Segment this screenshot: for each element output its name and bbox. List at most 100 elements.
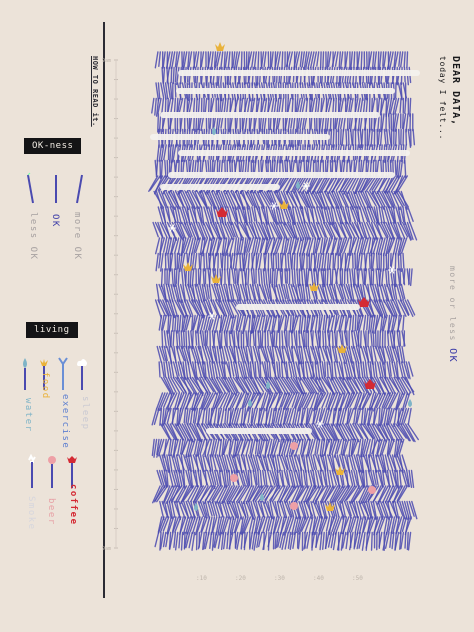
ok-stroke: [163, 144, 167, 161]
beer-mark: [290, 442, 298, 450]
ok-stroke: [270, 237, 278, 254]
ok-stroke: [306, 268, 310, 287]
ok-stroke: [307, 438, 314, 457]
ok-stroke: [181, 206, 188, 224]
ok-stroke: [162, 66, 166, 84]
ok-stroke: [211, 361, 215, 378]
ok-stroke: [394, 128, 398, 147]
ok-stroke: [262, 454, 268, 471]
ok-stroke: [174, 531, 179, 551]
ok-stroke: [353, 500, 359, 519]
ok-stroke: [209, 237, 216, 257]
ok-stroke: [171, 314, 175, 332]
ok-stroke: [214, 531, 220, 549]
ok-stroke: [207, 206, 214, 223]
x-tick-label: :50: [352, 575, 363, 582]
ok-stroke: [259, 345, 267, 362]
ok-stroke: [231, 407, 237, 425]
ok-stroke: [273, 97, 277, 114]
ok-stroke: [244, 190, 254, 207]
ok-stroke: [281, 330, 284, 350]
ok-stroke: [296, 407, 302, 427]
ok-stroke: [155, 97, 160, 117]
ok-stroke: [256, 190, 265, 208]
ok-stroke: [366, 423, 376, 439]
ok-stroke: [310, 500, 316, 519]
ok-stroke: [360, 237, 367, 255]
ok-stroke: [260, 221, 269, 241]
ok-stroke: [275, 330, 278, 349]
ok-stroke: [363, 237, 369, 255]
ok-stroke: [398, 438, 405, 455]
ok-stroke: [168, 361, 172, 378]
ok-stroke: [334, 221, 342, 240]
ok-stroke: [198, 206, 203, 224]
ok-stroke: [387, 392, 396, 410]
ok-stroke: [187, 361, 192, 380]
ok-stroke: [380, 206, 386, 224]
ok-stroke: [316, 283, 324, 303]
ok-stroke: [292, 361, 298, 380]
ok-stroke: [378, 516, 386, 534]
ok-stroke: [319, 531, 323, 551]
ok-stroke: [245, 454, 252, 474]
ok-stroke: [252, 485, 262, 502]
ok-stroke: [208, 283, 213, 303]
ok-stroke: [357, 361, 361, 379]
ok-stroke: [204, 500, 211, 520]
ok-stroke: [322, 221, 333, 240]
ok-stroke: [352, 485, 365, 502]
ok-stroke: [389, 469, 395, 488]
y-tick-label: 9am: [102, 546, 111, 552]
ok-stroke: [158, 144, 163, 162]
ok-stroke: [279, 268, 283, 285]
ok-stroke: [280, 392, 288, 408]
ok-stroke: [305, 314, 309, 332]
ok-stroke: [177, 283, 183, 304]
ok-stroke: [259, 500, 265, 519]
ok-stroke: [203, 206, 210, 224]
ok-stroke: [176, 221, 185, 239]
ok-stroke: [303, 500, 310, 518]
ok-stroke: [340, 237, 348, 254]
ok-stroke: [261, 330, 264, 348]
ok-stroke: [358, 485, 368, 503]
ok-stroke: [251, 97, 256, 114]
ok-stroke: [194, 485, 207, 504]
ok-stroke: [307, 283, 311, 300]
ok-stroke: [365, 221, 376, 241]
ok-stroke: [314, 485, 327, 502]
ok-stroke: [371, 252, 375, 272]
ok-stroke: [318, 423, 331, 443]
ok-stroke: [384, 345, 391, 362]
ok-stroke: [198, 190, 207, 207]
ok-stroke: [244, 376, 256, 395]
ok-stroke: [307, 500, 313, 520]
ok-stroke: [165, 376, 175, 396]
ok-stroke: [226, 345, 233, 364]
ok-stroke: [210, 438, 215, 458]
ok-stroke: [382, 314, 388, 332]
ok-stroke: [368, 268, 372, 285]
ok-stroke: [189, 438, 196, 457]
ok-stroke: [221, 438, 225, 457]
ok-stroke: [194, 469, 199, 488]
ok-stroke: [312, 454, 318, 471]
ok-stroke: [181, 51, 186, 71]
ok-stroke: [390, 206, 396, 223]
ok-stroke: [172, 144, 177, 163]
ok-stroke: [303, 531, 309, 550]
ok-stroke: [151, 97, 155, 114]
ok-stroke: [314, 345, 322, 364]
ok-stroke: [213, 190, 223, 210]
ok-stroke: [328, 330, 331, 347]
ok-stroke: [221, 314, 228, 332]
ok-stroke: [233, 454, 239, 473]
ok-stroke: [334, 516, 343, 535]
ok-stroke: [242, 361, 248, 379]
ok-stroke: [326, 268, 329, 286]
ok-stroke: [299, 283, 304, 301]
ok-stroke: [275, 268, 279, 288]
ok-stroke: [404, 531, 407, 549]
ok-stroke: [349, 237, 357, 253]
